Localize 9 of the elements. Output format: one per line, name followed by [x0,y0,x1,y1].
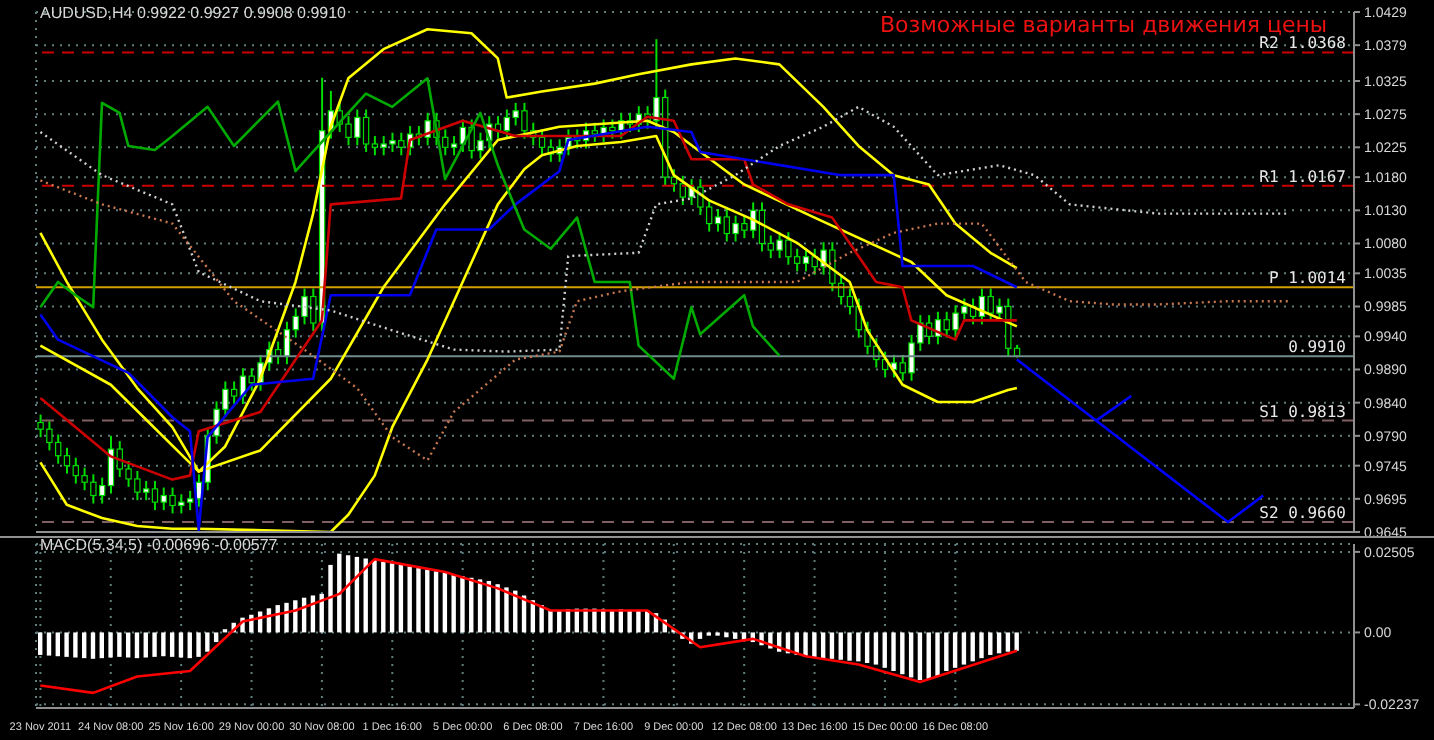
chart-title: MACD(5,34,5) -0.00696 -0.00577 [40,536,278,554]
ref-line-label: S2 0.9660 [1259,504,1347,523]
ref-line-label: 0.9910 [1288,338,1347,357]
annotation: Возможные варианты движения цены [880,12,1328,38]
chart-title: AUDUSD,H4 0.9922 0.9927 0.9908 0.9910 [40,4,346,22]
ref-line-label: S1 0.9813 [1259,402,1347,421]
ref-line-label: P 1.0014 [1268,269,1347,288]
ref-line-label: R2 1.0368 [1259,34,1347,53]
ref-line-label: R1 1.0167 [1259,167,1347,186]
